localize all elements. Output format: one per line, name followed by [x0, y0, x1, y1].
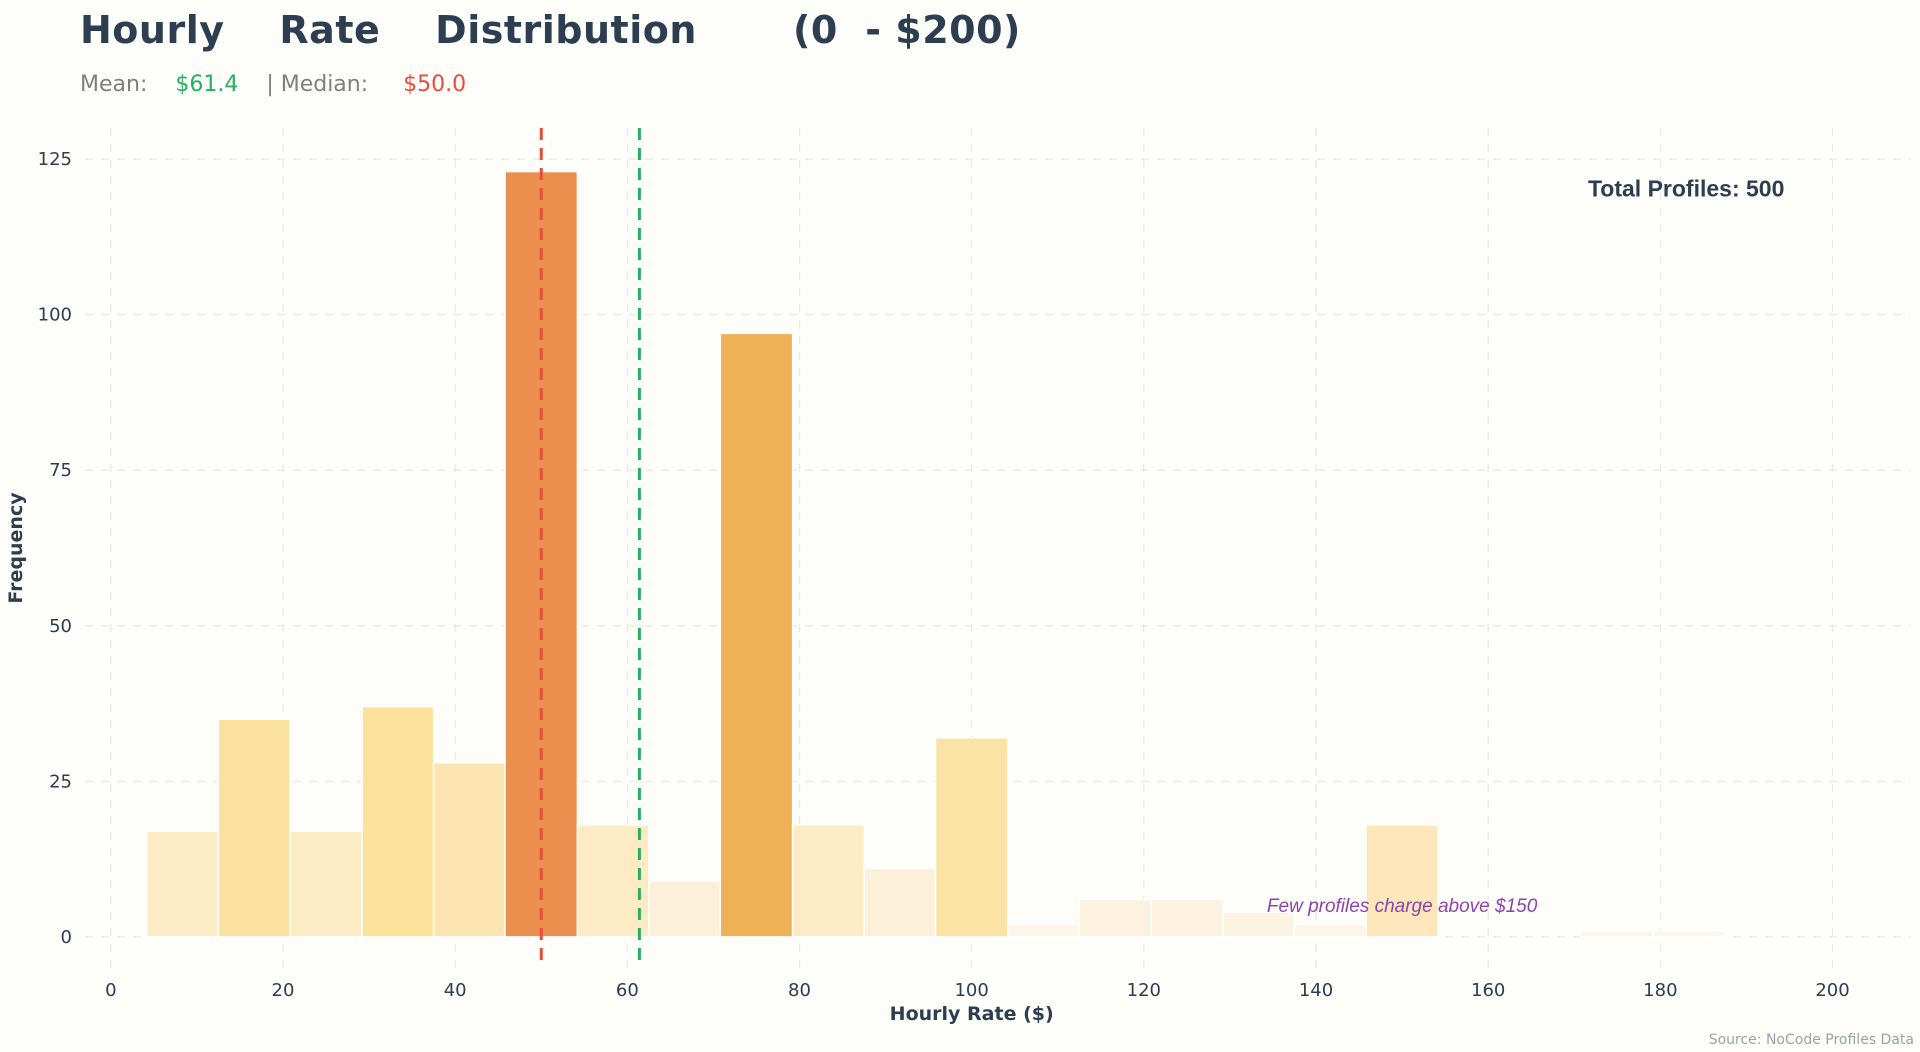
- histogram-bar: [361, 705, 435, 938]
- y-tick-label: 100: [38, 305, 72, 326]
- x-tick-label: 100: [954, 980, 988, 1001]
- x-tick-label: 20: [272, 980, 295, 1001]
- y-tick-label: 75: [49, 460, 72, 481]
- histogram-bar: [576, 824, 650, 938]
- x-tick-label: 140: [1299, 980, 1333, 1001]
- histogram-bar: [289, 830, 363, 938]
- histogram-bar: [719, 332, 794, 938]
- x-tick-label: 180: [1643, 980, 1677, 1001]
- histogram-bar: [1580, 929, 1655, 938]
- y-axis-label: Frequency: [5, 492, 27, 604]
- histogram-bar: [217, 718, 291, 938]
- histogram-bar: [1007, 923, 1081, 938]
- mean-value: $61.4: [175, 72, 239, 97]
- x-tick-label: 200: [1815, 980, 1849, 1001]
- median-label: | Median:: [266, 72, 369, 97]
- histogram-bar: [1149, 898, 1224, 938]
- mean-label: Mean:: [80, 72, 148, 97]
- x-tick-label: 160: [1471, 980, 1505, 1001]
- histogram-bar: [1222, 911, 1296, 938]
- y-tick-label: 25: [49, 771, 72, 792]
- median-value: $50.0: [403, 72, 467, 97]
- x-tick-label: 0: [105, 980, 116, 1001]
- total-profiles-annotation: Total Profiles: 500: [1588, 175, 1784, 201]
- chart-subtitle: Mean: $61.4 | Median: $50.0: [80, 72, 466, 97]
- histogram-bar: [1365, 824, 1440, 938]
- histogram-bar: [146, 830, 220, 938]
- histogram-bar: [432, 761, 506, 938]
- y-tick-label: 125: [38, 149, 72, 170]
- y-tick-label: 50: [49, 616, 72, 637]
- histogram-bar: [648, 880, 722, 938]
- y-tick-label: 0: [61, 927, 72, 948]
- x-axis-label: Hourly Rate ($): [890, 1003, 1054, 1025]
- histogram-bar: [791, 824, 865, 938]
- chart-title: Hourly Rate Distribution (0 - $200): [80, 8, 1021, 52]
- x-tick-label: 60: [616, 980, 639, 1001]
- x-tick-label: 120: [1127, 980, 1161, 1001]
- source-note: Source: NoCode Profiles Data: [1708, 1032, 1914, 1048]
- histogram-bar: [934, 737, 1009, 938]
- histogram-bar: [1293, 923, 1367, 938]
- histogram-bar: [1078, 898, 1152, 938]
- x-tick-label: 80: [788, 980, 811, 1001]
- histogram-bar: [1652, 929, 1726, 938]
- x-tick-label: 40: [444, 980, 467, 1001]
- high-rate-annotation: Few profiles charge above $150: [1267, 896, 1538, 917]
- histogram-bar: [863, 867, 937, 938]
